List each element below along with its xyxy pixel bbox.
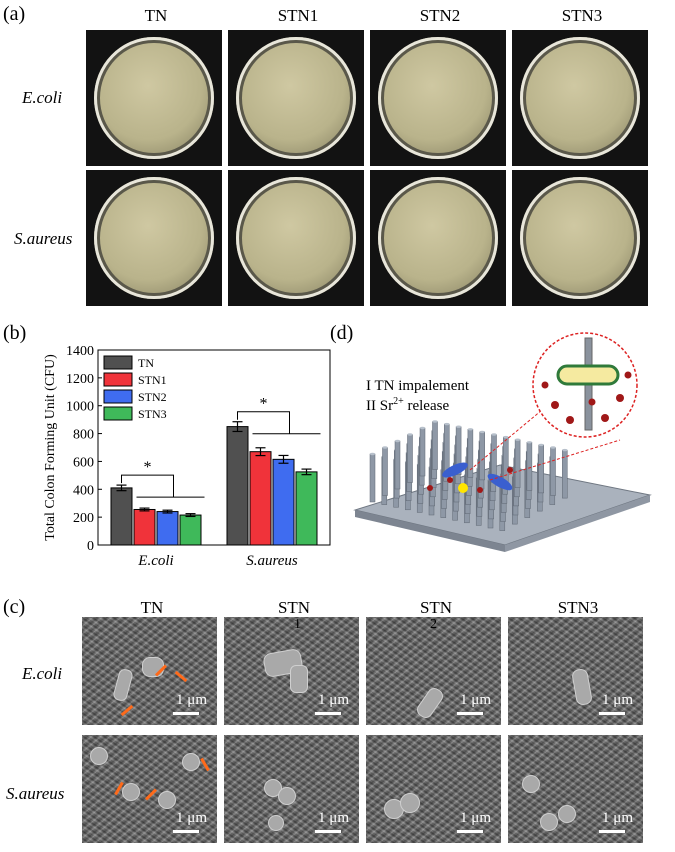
scale-label: 1 μm: [318, 692, 349, 708]
cfu-bar-chart: 0 200 400 600 800 1000 1200 1400 Total Colon For…: [43, 344, 331, 569]
dish-tn-saureus: [86, 170, 222, 306]
panel-c-label: (c): [3, 596, 26, 618]
bacterium-icon: [487, 473, 513, 491]
scale-label: 1 μm: [602, 692, 633, 708]
scale-label: 1 μm: [460, 692, 491, 708]
sem-row-label-ecoli: E.coli: [22, 664, 63, 683]
sem-tn-ecoli: 1 μm: [82, 617, 217, 725]
sem-stn2-ecoli: 2 1 μm: [366, 617, 501, 725]
y-tick-label: 400: [73, 483, 94, 498]
significance-bracket: [121, 474, 174, 498]
sem-sub-mark: 1: [294, 617, 301, 632]
sem-col-header-tn: TN: [140, 598, 164, 617]
scale-bar: [173, 712, 199, 715]
y-axis-label: Total Colon Forming Unit (CFU): [43, 354, 58, 541]
col-header-stn3: STN3: [561, 6, 603, 25]
legend-swatch: [103, 355, 133, 370]
sem-col-header-stn3: STN3: [557, 598, 599, 617]
highlight-dot: [458, 483, 468, 493]
legend-swatch: [103, 389, 133, 404]
bar-tn-1: [226, 426, 249, 546]
dish-stn2-saureus: [370, 170, 506, 306]
legend-label: STN2: [138, 390, 167, 404]
bar-stn3-1: [295, 471, 318, 546]
scale-label: 1 μm: [176, 692, 207, 708]
y-tick-label: 600: [73, 455, 94, 470]
sem-sub-mark: 2: [430, 617, 437, 632]
y-tick-label: 800: [73, 428, 94, 443]
y-tick-label: 200: [73, 511, 94, 526]
panel-b-label: (b): [3, 322, 27, 344]
bacterium-cross-section: [556, 364, 620, 386]
sem-col-header-stn1: STN: [277, 598, 311, 617]
bar-stn2-1: [272, 458, 295, 546]
legend-swatch: [103, 372, 133, 387]
dish-stn1-ecoli: [228, 30, 364, 166]
scale-label: 1 μm: [460, 810, 491, 826]
sem-tn-saureus: 1 μm: [82, 735, 217, 843]
scale-bar: [457, 712, 483, 715]
bar-stn2-0: [156, 511, 179, 546]
row-label-saureus: S.aureus: [14, 229, 73, 248]
sem-stn2-saureus: 1 μm: [366, 735, 501, 843]
y-tick-label: 0: [87, 539, 94, 554]
x-tick-label: S.aureus: [246, 553, 298, 569]
x-tick-label: E.coli: [137, 553, 173, 569]
scale-bar: [173, 830, 199, 833]
bacterium-icon: [442, 462, 468, 478]
plot-frame: [97, 349, 331, 546]
row-label-ecoli: E.coli: [22, 88, 63, 107]
significance-star: *: [260, 396, 268, 413]
dish-stn1-saureus: [228, 170, 364, 306]
legend-label: STN1: [138, 373, 167, 387]
panel-a-label: (a): [3, 3, 26, 25]
scale-label: 1 μm: [318, 810, 349, 826]
scale-bar: [457, 830, 483, 833]
dish-stn3-ecoli: [512, 30, 648, 166]
significance-star: *: [144, 459, 152, 476]
bar-stn3-0: [179, 514, 202, 546]
sem-stn1-saureus: 1 μm: [224, 735, 359, 843]
bar-tn-0: [110, 487, 133, 546]
sem-col-header-stn2: STN: [419, 598, 453, 617]
y-tick-label: 1400: [66, 344, 94, 359]
mechanism-step-2: II Sr2+ release: [366, 396, 450, 414]
bar-stn1-0: [133, 508, 156, 546]
sem-stn1-ecoli: 1 1 μm: [224, 617, 359, 725]
col-header-stn1: STN1: [277, 6, 319, 25]
panel-d-label: (d): [330, 322, 354, 344]
scale-bar: [599, 830, 625, 833]
significance-bracket: [237, 411, 290, 434]
sem-stn3-ecoli: 1 μm: [508, 617, 643, 725]
sem-stn3-saureus: 1 μm: [508, 735, 643, 843]
y-tick-label: 1200: [66, 372, 94, 387]
sem-row-label-saureus: S.aureus: [6, 784, 65, 803]
legend-label: TN: [138, 356, 154, 370]
bar-stn1-1: [249, 451, 272, 546]
dish-stn2-ecoli: [370, 30, 506, 166]
y-tick-label: 1000: [66, 400, 94, 415]
scale-bar: [599, 712, 625, 715]
col-header-tn: TN: [144, 6, 168, 25]
mechanism-step-1: I TN impalement: [366, 378, 470, 394]
legend-swatch: [103, 406, 133, 421]
scale-bar: [315, 830, 341, 833]
scale-label: 1 μm: [602, 810, 633, 826]
scale-label: 1 μm: [176, 810, 207, 826]
mechanism-schematic: I TN impalement II Sr2+ release: [330, 330, 670, 560]
col-header-stn2: STN2: [419, 6, 461, 25]
dish-stn3-saureus: [512, 170, 648, 306]
dish-tn-ecoli: [86, 30, 222, 166]
legend-label: STN3: [138, 407, 167, 421]
scale-bar: [315, 712, 341, 715]
